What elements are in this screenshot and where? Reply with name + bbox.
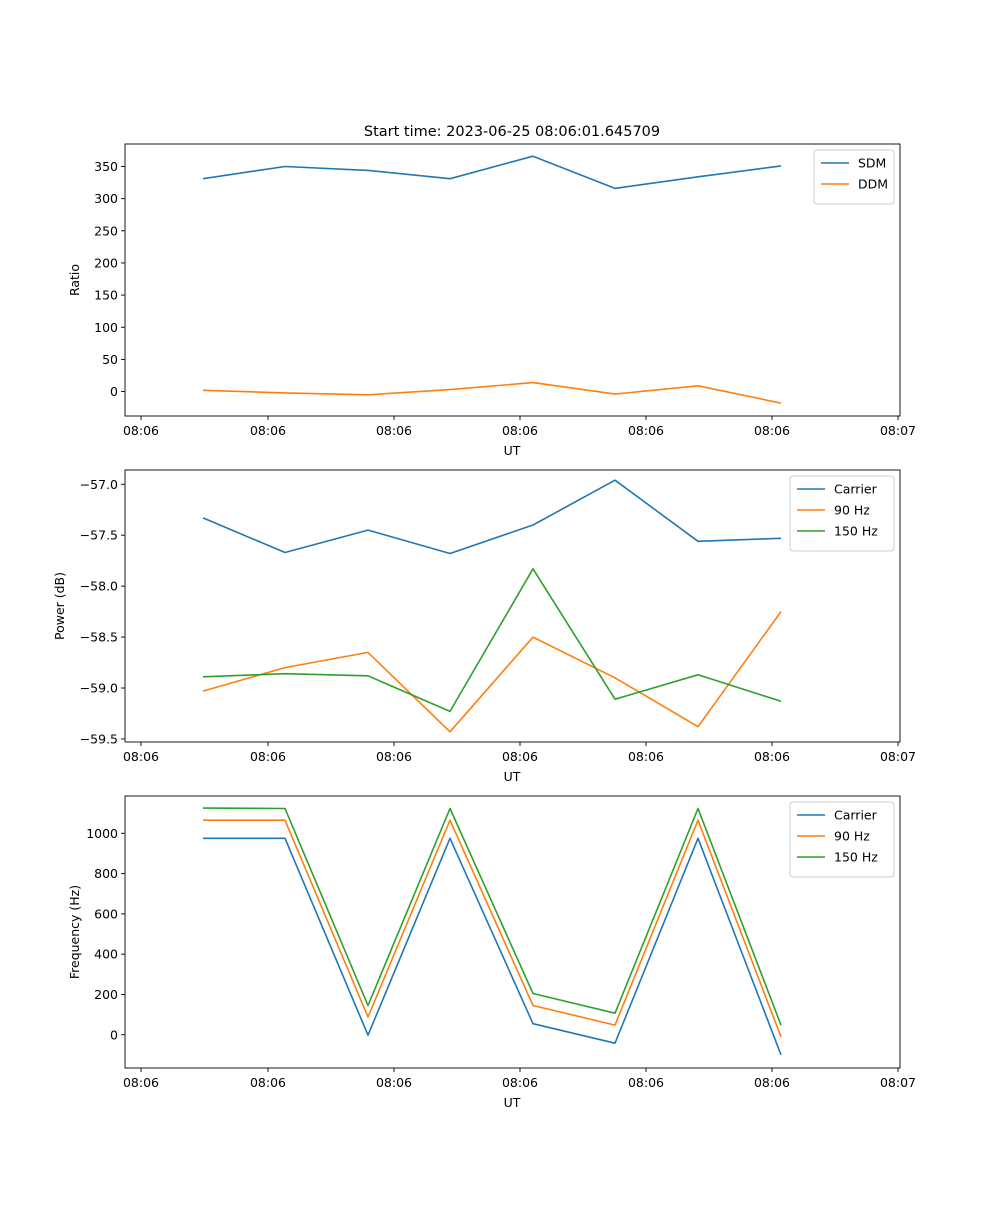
y-tick-label: −57.5 — [80, 528, 118, 543]
legend-label: 150 Hz — [834, 524, 878, 539]
y-tick-label: 400 — [94, 947, 118, 962]
legend-label: Carrier — [834, 808, 878, 823]
y-tick-label: 250 — [94, 223, 118, 238]
x-tick-label: 08:07 — [880, 749, 916, 764]
y-axis-label: Frequency (Hz) — [67, 885, 82, 979]
y-axis-label: Ratio — [67, 264, 82, 296]
x-tick-label: 08:06 — [754, 749, 790, 764]
x-tick-label: 08:06 — [628, 1075, 664, 1090]
panel-1: 08:06 08:06 08:06 08:06 08:06 08:06 08:07 0 50 10… — [67, 143, 916, 458]
x-axis-label: UT — [504, 443, 521, 458]
series-line-90-hz — [203, 819, 782, 1038]
x-tick-label: 08:06 — [376, 749, 412, 764]
y-tick-label: 150 — [94, 288, 118, 303]
y-axis-label: Power (dB) — [52, 572, 67, 640]
y-tick-label: 50 — [102, 352, 118, 367]
x-tick-label: 08:06 — [250, 1075, 286, 1090]
series-line-150-hz — [202, 567, 782, 713]
x-tick-label: 08:06 — [123, 749, 159, 764]
x-tick-label: 08:06 — [376, 423, 412, 438]
chart-panels: 08:06 08:06 08:06 08:06 08:06 08:06 08:07 0 50 10… — [52, 143, 916, 1110]
series-line-150-hz — [202, 807, 782, 1026]
legend-label: Carrier — [834, 482, 878, 497]
series-line-sdm — [202, 155, 782, 190]
x-axis-label: UT — [504, 769, 521, 784]
figure-title: Start time: 2023-06-25 08:06:01.645709 — [364, 124, 660, 140]
x-tick-label: 08:07 — [880, 423, 916, 438]
y-tick-label: 800 — [94, 866, 118, 881]
y-tick-label: −57.0 — [80, 477, 118, 492]
y-tick-label: −59.0 — [80, 681, 118, 696]
y-tick-label: 300 — [94, 191, 118, 206]
x-tick-label: 08:06 — [376, 1075, 412, 1090]
y-tick-label: 0 — [110, 384, 118, 399]
x-tick-label: 08:06 — [754, 423, 790, 438]
y-tick-label: −58.5 — [80, 630, 118, 645]
x-tick-label: 08:06 — [123, 423, 159, 438]
legend: Carrier 90 Hz 150 Hz — [789, 475, 895, 552]
x-tick-label: 08:06 — [754, 1075, 790, 1090]
x-tick-label: 08:06 — [628, 423, 664, 438]
y-tick-label: 600 — [94, 906, 118, 921]
series-line-carrier — [203, 837, 782, 1056]
y-tick-label: −58.0 — [80, 579, 118, 594]
legend-box — [789, 475, 895, 552]
legend: SDM DDM — [813, 149, 895, 205]
x-tick-label: 08:06 — [628, 749, 664, 764]
legend-label: SDM — [858, 156, 886, 171]
axes-frame — [124, 143, 901, 417]
x-tick-label: 08:06 — [123, 1075, 159, 1090]
legend: Carrier 90 Hz 150 Hz — [789, 801, 895, 878]
x-tick-label: 08:06 — [502, 749, 538, 764]
legend-box — [789, 801, 895, 878]
x-tick-label: 08:06 — [502, 1075, 538, 1090]
y-tick-label: −59.5 — [80, 731, 118, 746]
legend-label: 90 Hz — [834, 503, 870, 518]
legend-label: 150 Hz — [834, 850, 878, 865]
panel-2: 08:06 08:06 08:06 08:06 08:06 08:06 08:07 −59.5… — [52, 469, 916, 784]
series-line-ddm — [202, 381, 782, 404]
legend-label: DDM — [858, 177, 888, 192]
y-tick-label: 350 — [94, 159, 118, 174]
panel-3: 08:06 08:06 08:06 08:06 08:06 08:06 08:07 0 200 4… — [67, 795, 916, 1110]
axes-frame — [124, 795, 901, 1069]
legend-label: 90 Hz — [834, 829, 870, 844]
y-tick-label: 100 — [94, 320, 118, 335]
x-tick-label: 08:06 — [502, 423, 538, 438]
x-tick-label: 08:06 — [250, 749, 286, 764]
x-tick-label: 08:06 — [250, 423, 286, 438]
series-line-carrier — [202, 479, 782, 555]
axes-frame — [124, 469, 901, 743]
y-tick-label: 0 — [110, 1027, 118, 1042]
x-tick-label: 08:07 — [880, 1075, 916, 1090]
y-tick-label: 200 — [94, 255, 118, 270]
y-tick-label: 1000 — [86, 826, 118, 841]
y-tick-label: 200 — [94, 987, 118, 1002]
series-line-90-hz — [202, 611, 782, 733]
x-axis-label: UT — [504, 1095, 521, 1110]
